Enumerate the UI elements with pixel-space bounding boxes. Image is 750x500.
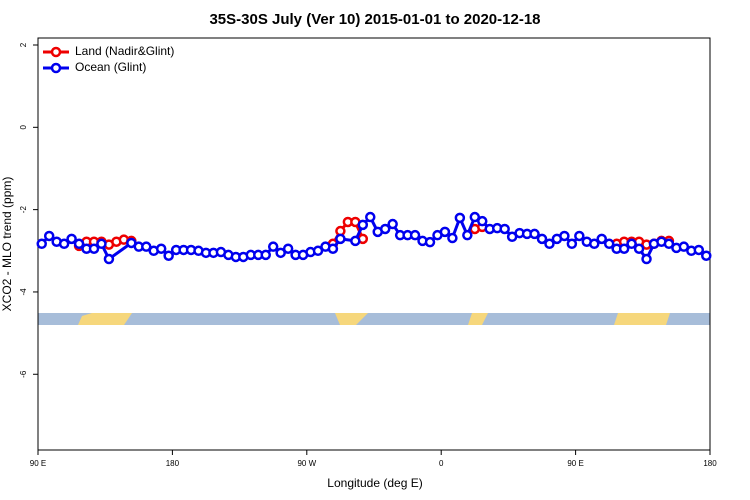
y-tick-label: -2 [19, 206, 28, 214]
data-point [477, 215, 488, 227]
data-point [96, 238, 107, 250]
data-point [260, 249, 271, 261]
data-point [693, 244, 705, 256]
data-point [66, 233, 77, 245]
data-point [275, 247, 286, 259]
y-tick-label: 2 [19, 42, 28, 47]
data-point [529, 228, 540, 240]
legend-marker [50, 62, 62, 74]
legend-marker [50, 46, 62, 58]
data-point [454, 212, 466, 224]
data-point [327, 243, 339, 254]
data-point [626, 238, 637, 250]
data-point [589, 238, 600, 250]
data-point [357, 219, 369, 231]
legend-label: Ocean (Glint) [75, 60, 146, 74]
x-tick-label: 90 E [567, 459, 583, 468]
x-tick-label: 0 [439, 459, 444, 468]
data-point [641, 253, 652, 265]
data-point [663, 238, 675, 250]
data-point [379, 223, 391, 235]
x-tick-label: 90 E [30, 459, 46, 468]
data-point [603, 238, 615, 250]
data-point [350, 235, 361, 247]
y-tick-label: -6 [19, 370, 28, 378]
data-point [141, 241, 152, 252]
y-axis-label: XCO2 - MLO trend (ppm) [0, 177, 14, 312]
data-point [282, 243, 294, 254]
x-tick-label: 180 [703, 459, 717, 468]
ocean-strip [38, 313, 710, 325]
data-point [566, 238, 578, 250]
data-point [103, 253, 115, 265]
data-point [678, 241, 690, 252]
land-patch [335, 313, 368, 325]
data-point [36, 238, 47, 250]
data-point [312, 245, 324, 257]
y-tick-label: -4 [19, 288, 28, 296]
data-point [43, 230, 55, 242]
data-point [536, 233, 548, 245]
data-point [618, 243, 630, 254]
data-point [335, 233, 346, 245]
data-point [462, 229, 473, 241]
data-point [439, 226, 451, 238]
data-point [365, 211, 376, 223]
x-axis-label: Longitude (deg E) [327, 476, 422, 490]
data-point [387, 218, 398, 230]
data-point [574, 230, 585, 242]
data-point [58, 238, 70, 250]
data-point [155, 243, 167, 254]
data-point [267, 241, 279, 252]
data-point [447, 232, 458, 244]
chart-title: 35S-30S July (Ver 10) 2015-01-01 to 2020… [209, 11, 540, 28]
data-point [469, 211, 481, 223]
data-point [499, 223, 510, 235]
data-point [73, 238, 85, 250]
land-patch [78, 313, 132, 325]
x-tick-label: 90 W [297, 459, 316, 468]
data-point [559, 230, 570, 242]
data-point [633, 243, 645, 254]
legend-label: Land (Nadir&Glint) [75, 44, 174, 58]
land-patch [468, 313, 488, 325]
land-patch [614, 313, 670, 325]
x-tick-label: 180 [166, 459, 180, 468]
data-point [701, 250, 712, 261]
data-point [544, 238, 555, 250]
data-point [409, 229, 421, 241]
data-point [424, 236, 436, 248]
data-point [163, 250, 174, 261]
land-mask-strip [38, 313, 710, 325]
y-tick-label: 0 [19, 125, 28, 130]
data-point [596, 233, 607, 245]
data-point [88, 243, 100, 254]
